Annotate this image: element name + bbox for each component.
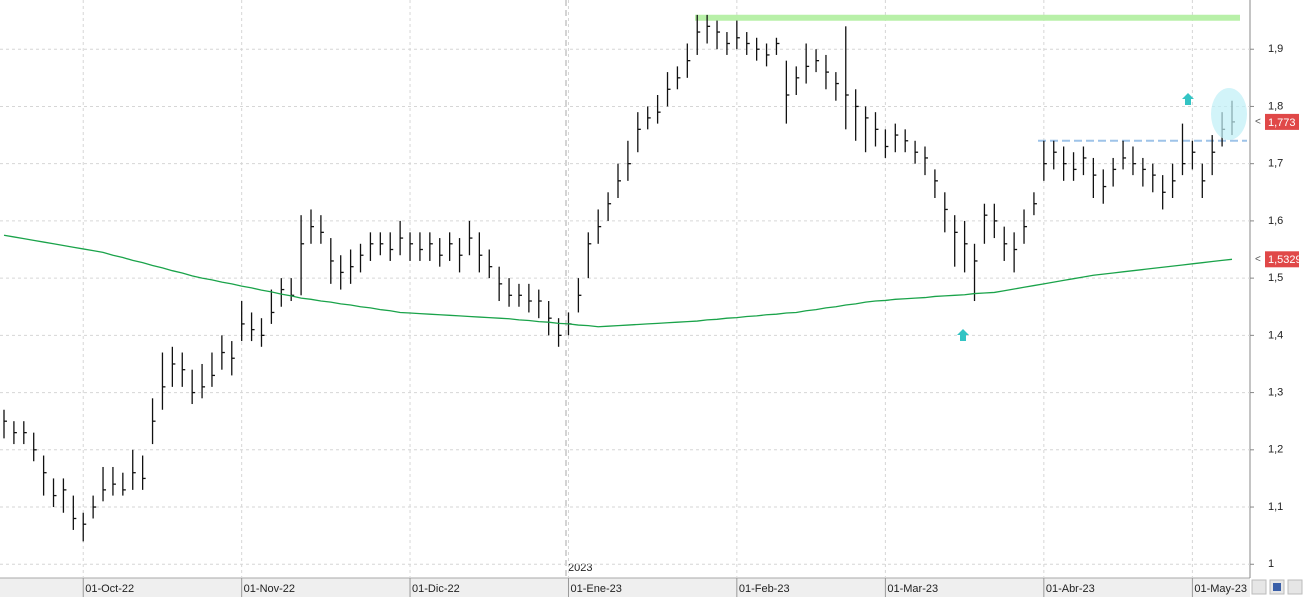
arrow-icon	[1182, 93, 1194, 105]
y-tick-label: 1,1	[1268, 501, 1283, 513]
y-tick-label: 1,4	[1268, 329, 1283, 341]
x-tick-label: 01-May-23	[1194, 583, 1247, 595]
x-tick-label: 01-Nov-22	[244, 583, 295, 595]
moving-average-line	[3, 234, 1233, 328]
y-tick-label: 1,7	[1268, 158, 1283, 170]
y-tick-label: 1,6	[1268, 215, 1283, 227]
year-label: 2023	[568, 562, 592, 574]
y-tick-label: 1	[1268, 558, 1274, 570]
expand-button[interactable]	[1287, 579, 1303, 595]
save-icon	[1273, 583, 1281, 591]
x-axis-band	[0, 578, 1250, 597]
x-tick-label: 01-Mar-23	[887, 583, 938, 595]
price-tag-pointer: <	[1255, 254, 1261, 265]
price-tag-label: 1,773	[1268, 117, 1296, 129]
y-tick-label: 1,9	[1268, 43, 1283, 55]
y-tick-label: 1,8	[1268, 100, 1283, 112]
x-tick-label: 01-Ene-23	[570, 583, 621, 595]
highlight-ellipse	[1211, 88, 1247, 140]
price-tag	[1265, 251, 1299, 268]
price-tag-label: 1,5329	[1268, 254, 1302, 266]
price-tag	[1265, 113, 1299, 130]
y-tick-label: 1,2	[1268, 444, 1283, 456]
x-tick-label: 01-Abr-23	[1046, 583, 1095, 595]
y-tick-label: 1,3	[1268, 386, 1283, 398]
x-tick-label: 01-Feb-23	[739, 583, 790, 595]
x-tick-label: 01-Dic-22	[412, 583, 460, 595]
x-tick-label: 01-Oct-22	[85, 583, 134, 595]
y-tick-label: 1,5	[1268, 272, 1283, 284]
price-tag-pointer: <	[1255, 117, 1261, 128]
arrow-icon	[957, 329, 969, 341]
scroll-button[interactable]	[1251, 579, 1267, 595]
